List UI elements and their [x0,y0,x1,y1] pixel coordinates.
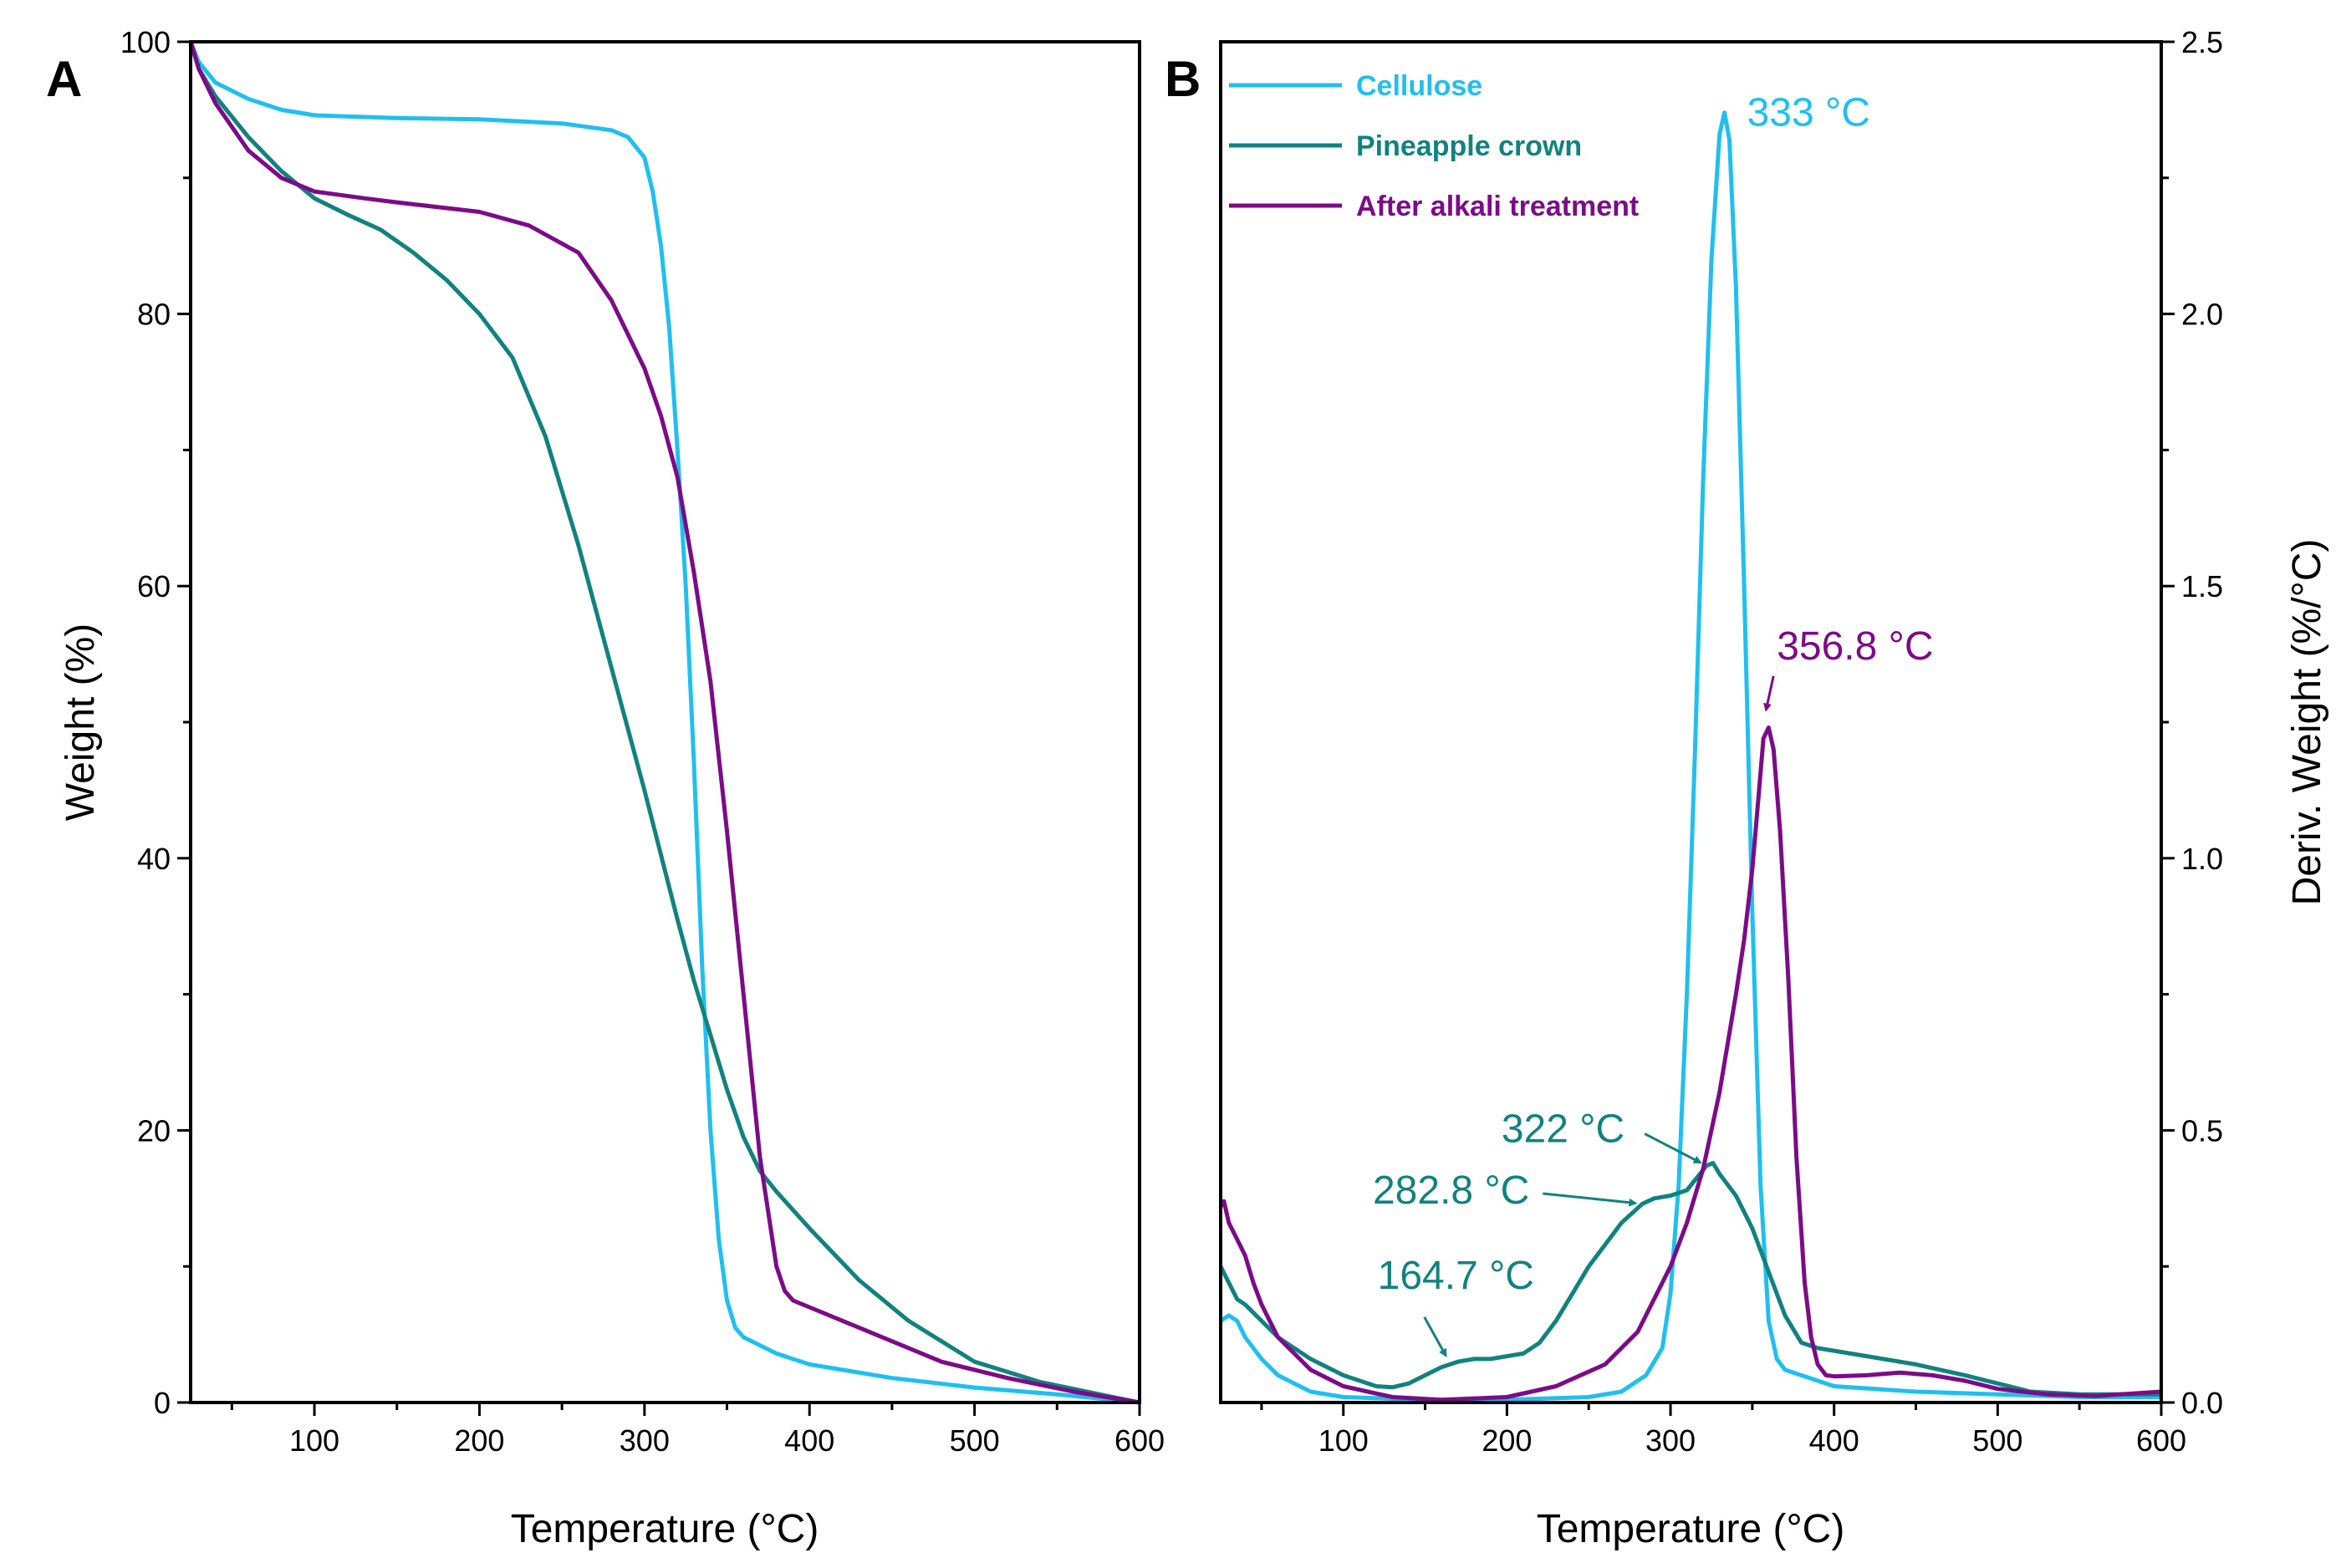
panel-b-x-tick-label: 300 [1645,1423,1696,1458]
legend-label-pineapple-crown: Pineapple crown [1356,130,1582,162]
panel-a-y-axis-title: Weight (%) [59,624,103,822]
panel-b-y-tick-label: 1.5 [2181,569,2223,603]
annotation-356-8-c: 356.8 °C [1777,624,1933,669]
panel-b-y-tick-label: 0.5 [2181,1113,2223,1148]
panel-a-series-after-alkali-treatment [188,41,1140,1405]
annotation-333-c: 333 °C [1747,91,1870,135]
legend-label-after-alkali-treatment: After alkali treatment [1356,191,1639,222]
annotation-282-8-c: 282.8 °C [1373,1168,1529,1213]
panel-a-y-tick-label: 20 [137,1113,171,1148]
panel-a-series-pineapple-crown [188,41,1140,1405]
annotation-arrow-356-8-c [1763,675,1775,712]
panel-label-a: A [46,51,82,107]
panel-b-y-axis-title: Deriv. Weight (%/°C) [2285,539,2329,906]
panel-b-x-tick-label: 500 [1972,1423,2022,1458]
panel-a-y-tick-label: 0 [154,1386,171,1420]
panel-b-y-tick-label: 2.5 [2181,25,2223,59]
panel-b-series-pineapple-crown [1218,1161,2161,1397]
panel-a-x-tick-label: 300 [620,1423,670,1458]
panel-a-x-tick-label: 500 [950,1423,1000,1458]
panel-b-frame [1219,40,2163,1404]
panel-a-x-tick-label: 100 [289,1423,339,1458]
panel-label-b: B [1165,51,1201,107]
legend-label-cellulose: Cellulose [1356,70,1482,102]
panel-a-axes: 100 200 300 400 500 600 0 20 40 60 80 100 [120,25,1165,1458]
panel-a-x-tick-label: 400 [784,1423,834,1458]
panel-a-y-tick-label: 60 [137,569,171,603]
panel-b-annotations: 333 °C 356.8 °C 322 °C 282.8 °C 164.7 °C [1373,91,1934,1357]
panel-b-x-axis-title: Temperature (°C) [1537,1507,1845,1551]
annotation-322-c: 322 °C [1502,1107,1624,1151]
panel-a-series-cellulose [188,41,1140,1405]
panel-a-y-tick-label: 80 [137,298,171,332]
panel-a-lines [188,41,1140,1405]
panel-a-x-axis-title: Temperature (°C) [511,1507,819,1551]
panel-b-y-tick-label: 2.0 [2181,298,2223,332]
panel-a-x-tick-label: 600 [1114,1423,1165,1458]
panel-b-lines [1218,110,2162,1403]
panel-a-y-tick-label: 100 [120,25,171,59]
panel-b-y-tick-label: 0.0 [2181,1386,2223,1420]
annotation-arrow-322-c [1644,1133,1702,1164]
panel-b-y-tick-label: 1.0 [2181,842,2223,876]
panel-a-x-tick-label: 200 [454,1423,504,1458]
panel-a-y-tick-label: 40 [137,842,171,876]
panel-a: A 100 200 300 400 500 600 0 20 40 60 80 100 Tempera… [46,25,1165,1551]
panel-b-series-cellulose [1219,110,2161,1403]
annotation-164-7-c: 164.7 °C [1378,1254,1534,1298]
panel-b-legend: Cellulose Pineapple crown After alkali tre… [1229,70,1639,222]
annotation-arrow-282-8-c [1543,1192,1638,1207]
panel-b-series-after-alkali-treatment [1218,725,2162,1403]
panel-b-x-tick-label: 200 [1482,1423,1532,1458]
panel-b-x-tick-label: 600 [2136,1423,2186,1458]
panel-b-x-tick-label: 100 [1318,1423,1369,1458]
panel-b-x-tick-label: 400 [1809,1423,1859,1458]
annotation-arrow-164-7-c [1423,1316,1447,1357]
panel-a-frame [189,40,1141,1404]
